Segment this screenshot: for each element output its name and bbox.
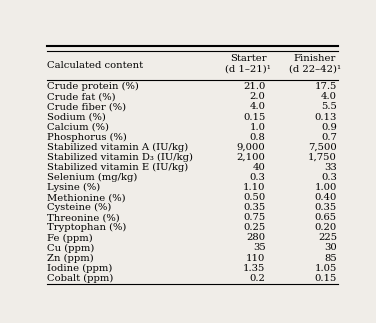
Text: Finisher
(d 22–42)¹: Finisher (d 22–42)¹ xyxy=(289,54,341,73)
Text: 110: 110 xyxy=(246,254,265,263)
Text: Cysteine (%): Cysteine (%) xyxy=(47,203,111,212)
Text: 17.5: 17.5 xyxy=(315,82,337,91)
Text: Phosphorus (%): Phosphorus (%) xyxy=(47,133,127,142)
Text: 0.2: 0.2 xyxy=(250,274,265,283)
Text: Calculated content: Calculated content xyxy=(47,61,143,70)
Text: 225: 225 xyxy=(318,234,337,242)
Text: 7,500: 7,500 xyxy=(308,143,337,152)
Text: 21.0: 21.0 xyxy=(243,82,265,91)
Text: 40: 40 xyxy=(253,163,265,172)
Text: 0.75: 0.75 xyxy=(243,213,265,222)
Text: Stabilized vitamin D₃ (IU/kg): Stabilized vitamin D₃ (IU/kg) xyxy=(47,153,193,162)
Text: Tryptophan (%): Tryptophan (%) xyxy=(47,223,126,233)
Text: Iodine (ppm): Iodine (ppm) xyxy=(47,264,112,273)
Text: 0.25: 0.25 xyxy=(243,223,265,232)
Text: Calcium (%): Calcium (%) xyxy=(47,122,109,131)
Text: 0.35: 0.35 xyxy=(243,203,265,212)
Text: 1.35: 1.35 xyxy=(243,264,265,273)
Text: 1.0: 1.0 xyxy=(250,122,265,131)
Text: 2.0: 2.0 xyxy=(250,92,265,101)
Text: Cobalt (ppm): Cobalt (ppm) xyxy=(47,274,114,283)
Text: Stabilized vitamin E (IU/kg): Stabilized vitamin E (IU/kg) xyxy=(47,163,188,172)
Text: Zn (ppm): Zn (ppm) xyxy=(47,254,94,263)
Text: 1.10: 1.10 xyxy=(243,183,265,192)
Text: Lysine (%): Lysine (%) xyxy=(47,183,100,192)
Text: 0.7: 0.7 xyxy=(321,133,337,142)
Text: 85: 85 xyxy=(324,254,337,263)
Text: 5.5: 5.5 xyxy=(321,102,337,111)
Text: 4.0: 4.0 xyxy=(321,92,337,101)
Text: 0.9: 0.9 xyxy=(321,122,337,131)
Text: Crude fat (%): Crude fat (%) xyxy=(47,92,116,101)
Text: 35: 35 xyxy=(253,244,265,253)
Text: Crude protein (%): Crude protein (%) xyxy=(47,82,139,91)
Text: 0.3: 0.3 xyxy=(250,173,265,182)
Text: 9,000: 9,000 xyxy=(237,143,265,152)
Text: Threonine (%): Threonine (%) xyxy=(47,213,120,222)
Text: Fe (ppm): Fe (ppm) xyxy=(47,234,93,243)
Text: 0.65: 0.65 xyxy=(315,213,337,222)
Text: 0.15: 0.15 xyxy=(315,274,337,283)
Text: Starter
(d 1–21)¹: Starter (d 1–21)¹ xyxy=(225,54,271,73)
Text: 1,750: 1,750 xyxy=(308,153,337,162)
Text: 0.8: 0.8 xyxy=(250,133,265,142)
Text: 33: 33 xyxy=(324,163,337,172)
Text: 0.13: 0.13 xyxy=(315,112,337,121)
Text: 30: 30 xyxy=(324,244,337,253)
Text: Selenium (mg/kg): Selenium (mg/kg) xyxy=(47,173,137,182)
Text: 4.0: 4.0 xyxy=(250,102,265,111)
Text: 2,100: 2,100 xyxy=(237,153,265,162)
Text: 280: 280 xyxy=(246,234,265,242)
Text: Stabilized vitamin A (IU/kg): Stabilized vitamin A (IU/kg) xyxy=(47,143,188,152)
Text: 1.05: 1.05 xyxy=(315,264,337,273)
Text: 0.40: 0.40 xyxy=(315,193,337,202)
Text: Sodium (%): Sodium (%) xyxy=(47,112,106,121)
Text: Cu (ppm): Cu (ppm) xyxy=(47,244,94,253)
Text: 1.00: 1.00 xyxy=(315,183,337,192)
Text: Crude fiber (%): Crude fiber (%) xyxy=(47,102,126,111)
Text: 0.20: 0.20 xyxy=(315,223,337,232)
Text: 0.50: 0.50 xyxy=(243,193,265,202)
Text: Methionine (%): Methionine (%) xyxy=(47,193,126,202)
Text: 0.15: 0.15 xyxy=(243,112,265,121)
Text: 0.35: 0.35 xyxy=(315,203,337,212)
Text: 0.3: 0.3 xyxy=(321,173,337,182)
